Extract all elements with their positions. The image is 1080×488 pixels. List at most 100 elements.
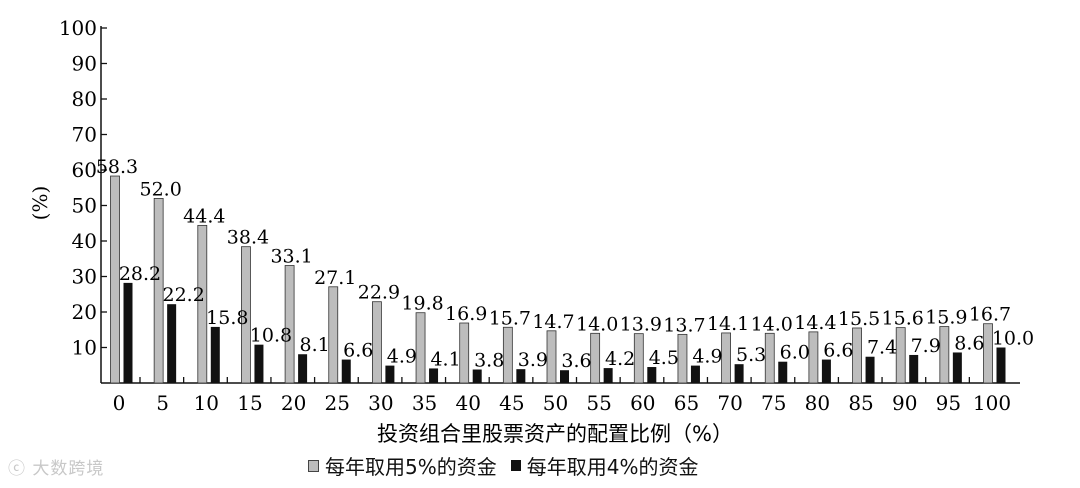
value-label-5pct: 13.7	[663, 314, 705, 336]
value-label-4pct: 28.2	[119, 263, 161, 285]
value-label-5pct: 22.9	[358, 282, 400, 304]
x-tick-label: 90	[892, 391, 917, 415]
bar-5pct	[677, 333, 688, 384]
value-label-5pct: 13.9	[620, 314, 662, 336]
value-label-4pct: 10.0	[992, 328, 1034, 350]
x-axis-label: 投资组合里股票资产的配置比例（%）	[377, 422, 733, 446]
y-tick-label: 40	[72, 229, 97, 253]
value-label-5pct: 33.1	[270, 245, 312, 267]
value-label-4pct: 8.1	[299, 334, 329, 356]
value-label-5pct: 19.8	[401, 293, 443, 315]
bar-4pct	[472, 369, 482, 383]
bar-4pct	[385, 365, 395, 383]
value-label-4pct: 15.8	[206, 307, 248, 329]
bar-5pct	[721, 332, 731, 384]
value-label-5pct: 44.4	[183, 205, 225, 227]
bar-5pct	[328, 286, 339, 384]
y-tick-label: 90	[72, 52, 97, 76]
value-label-4pct: 4.5	[649, 347, 679, 369]
x-tick-label: 25	[325, 391, 350, 415]
legend: 每年取用5%的资金 每年取用4%的资金	[308, 451, 712, 480]
bar-5pct	[983, 323, 993, 384]
x-tick-label: 100	[973, 391, 1011, 415]
value-label-5pct: 16.9	[445, 303, 487, 325]
x-tick-label: 0	[113, 391, 126, 415]
x-tick-label: 35	[412, 391, 437, 415]
x-tick-label: 30	[368, 391, 393, 415]
axes: 10 20 30 40 50 60 70 80 90 100 0 5 10 15 20 25 30 35 40 45 5…	[59, 16, 1020, 415]
y-tick-label: 60	[72, 158, 97, 182]
x-tick-label: 75	[761, 391, 786, 415]
value-label-5pct: 52.0	[139, 178, 181, 200]
bar-5pct	[546, 330, 557, 384]
bar-4pct	[603, 368, 613, 383]
x-tick-label: 5	[156, 391, 169, 415]
value-label-4pct: 7.9	[911, 335, 941, 357]
x-tick-label: 10	[194, 391, 219, 415]
watermark: ⓒ 大数跨境	[8, 459, 105, 479]
value-labels: 58.3 28.2 52.0 22.2 44.4 15.8 38.4 10.8 33.1 8.1 2…	[96, 156, 1034, 372]
bar-4pct	[952, 352, 962, 383]
bar-5pct	[633, 333, 644, 384]
value-label-4pct: 4.9	[692, 346, 722, 368]
value-label-5pct: 15.6	[882, 308, 924, 330]
x-tick-label: 55	[586, 391, 611, 415]
bar-5pct	[415, 312, 426, 384]
value-label-5pct: 14.7	[532, 311, 574, 333]
bar-4pct	[690, 365, 700, 383]
bar-5pct	[764, 332, 775, 384]
bar-4pct	[123, 282, 133, 383]
watermark-text: 大数跨境	[32, 459, 105, 479]
value-label-4pct: 3.6	[561, 350, 591, 372]
bar-5pct	[110, 175, 120, 384]
bar-5pct	[852, 327, 862, 384]
y-tick-label: 100	[59, 16, 97, 40]
x-tick-label: 85	[848, 391, 873, 415]
x-tick-label: 80	[805, 391, 830, 415]
x-tick-label: 70	[717, 391, 742, 415]
value-label-4pct: 5.3	[736, 344, 766, 366]
y-tick-label: 80	[72, 87, 97, 111]
y-tick-label: 20	[72, 300, 97, 324]
value-label-4pct: 10.8	[250, 325, 292, 347]
bars	[110, 175, 1006, 384]
bar-5pct	[808, 331, 819, 384]
bar-5pct	[197, 224, 208, 384]
value-label-5pct: 14.0	[576, 313, 618, 335]
bar-4pct	[778, 361, 788, 383]
value-label-5pct: 15.7	[489, 307, 531, 329]
value-label-4pct: 6.6	[343, 340, 373, 362]
bar-4pct	[210, 326, 220, 383]
legend-item-5pct: 每年取用5%的资金	[308, 451, 497, 480]
bar-5pct	[590, 332, 601, 384]
bar-5pct	[371, 301, 382, 384]
value-label-4pct: 4.9	[387, 346, 417, 368]
value-label-5pct: 14.0	[751, 313, 793, 335]
legend-label-4pct: 每年取用4%的资金	[526, 455, 699, 479]
value-label-4pct: 7.4	[867, 337, 897, 359]
value-label-5pct: 14.1	[707, 313, 749, 335]
x-tick-label: 15	[237, 391, 262, 415]
x-tick-label: 40	[455, 391, 480, 415]
value-label-4pct: 6.0	[780, 342, 810, 364]
bar-4pct	[647, 367, 657, 383]
y-tick-label: 70	[72, 123, 97, 147]
value-label-5pct: 38.4	[227, 227, 269, 249]
value-label-5pct: 16.7	[969, 304, 1011, 326]
bar-4pct	[254, 344, 264, 383]
y-axis-label: (%)	[28, 186, 52, 221]
value-label-4pct: 4.2	[605, 348, 635, 370]
bar-4pct	[298, 354, 308, 383]
bar-4pct	[821, 359, 831, 383]
x-tick-label: 95	[936, 391, 961, 415]
x-tick-label: 20	[281, 391, 306, 415]
bar-4pct	[341, 359, 351, 383]
legend-item-4pct: 每年取用4%的资金	[510, 451, 699, 480]
value-label-4pct: 22.2	[162, 284, 204, 306]
value-label-4pct: 8.6	[954, 332, 984, 354]
bar-5pct	[459, 322, 470, 384]
value-label-5pct: 15.5	[838, 308, 880, 330]
bar-4pct	[734, 364, 744, 383]
x-tick-label: 50	[543, 391, 568, 415]
bar-5pct	[241, 246, 251, 384]
